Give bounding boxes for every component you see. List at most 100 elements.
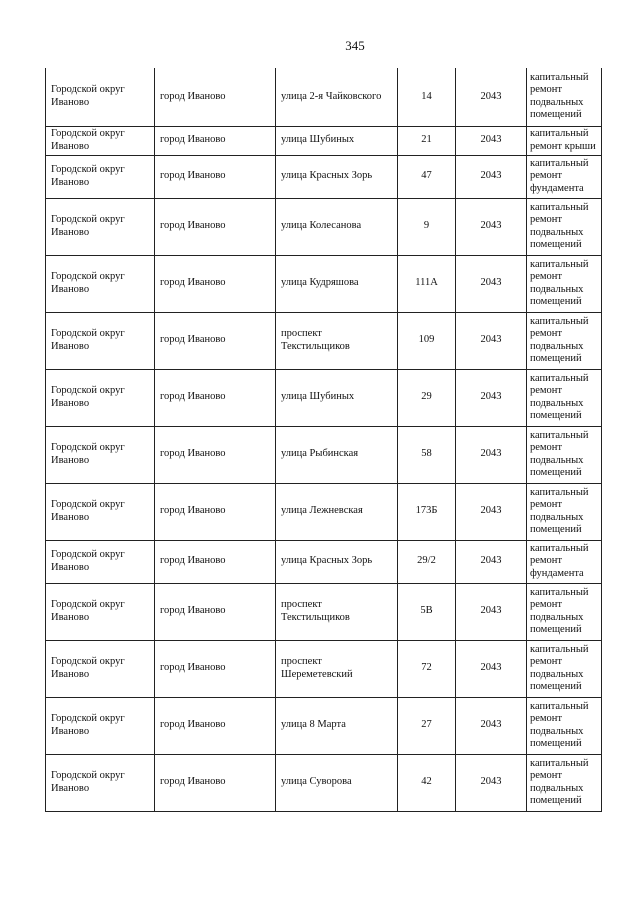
year-cell: 2043 [455, 482, 527, 541]
year-cell: 2043 [455, 368, 527, 427]
street-cell: улица Шубиных [275, 368, 398, 427]
street-cell: проспект Текстильщиков [275, 582, 398, 641]
city-cell: город Иваново [154, 197, 276, 256]
okrug-cell: Городской округ Иваново [45, 68, 155, 127]
house-number-cell: 42 [397, 753, 456, 812]
year-cell: 2043 [455, 582, 527, 641]
house-number-cell: 9 [397, 197, 456, 256]
street-cell: улица Колесанова [275, 197, 398, 256]
house-number-cell: 21 [397, 125, 456, 156]
okrug-cell: Городской округ Иваново [45, 582, 155, 641]
table-row: Городской округ Иваново город Иваново прос… [45, 311, 602, 370]
work-type-cell: капитальный ремонт подвальных помещений [526, 425, 602, 484]
house-number-cell: 14 [397, 68, 456, 127]
city-cell: город Иваново [154, 753, 276, 812]
street-cell: улица Красных Зорь [275, 154, 398, 199]
city-cell: город Иваново [154, 154, 276, 199]
table-row: Городской округ Иваново город Иваново улиц… [45, 125, 602, 156]
year-cell: 2043 [455, 254, 527, 313]
city-cell: город Иваново [154, 125, 276, 156]
table-row: Городской округ Иваново город Иваново улиц… [45, 425, 602, 484]
okrug-cell: Городской округ Иваново [45, 639, 155, 698]
work-type-cell: капитальный ремонт подвальных помещений [526, 696, 602, 755]
table-row: Городской округ Иваново город Иваново улиц… [45, 539, 602, 584]
city-cell: город Иваново [154, 425, 276, 484]
city-cell: город Иваново [154, 639, 276, 698]
okrug-cell: Городской округ Иваново [45, 368, 155, 427]
work-type-cell: капитальный ремонт фундамента [526, 154, 602, 199]
city-cell: город Иваново [154, 311, 276, 370]
okrug-cell: Городской округ Иваново [45, 539, 155, 584]
street-cell: улица Суворова [275, 753, 398, 812]
work-type-cell: капитальный ремонт подвальных помещений [526, 311, 602, 370]
street-cell: улица Красных Зорь [275, 539, 398, 584]
house-number-cell: 47 [397, 154, 456, 199]
work-type-cell: капитальный ремонт подвальных помещений [526, 254, 602, 313]
okrug-cell: Городской округ Иваново [45, 753, 155, 812]
year-cell: 2043 [455, 425, 527, 484]
work-type-cell: капитальный ремонт крыши [526, 125, 602, 156]
okrug-cell: Городской округ Иваново [45, 197, 155, 256]
street-cell: улица Рыбинская [275, 425, 398, 484]
okrug-cell: Городской округ Иваново [45, 425, 155, 484]
street-cell: улица Кудряшова [275, 254, 398, 313]
work-type-cell: капитальный ремонт фундамента [526, 539, 602, 584]
house-number-cell: 29/2 [397, 539, 456, 584]
street-cell: улица 8 Марта [275, 696, 398, 755]
house-number-cell: 109 [397, 311, 456, 370]
work-type-cell: капитальный ремонт подвальных помещений [526, 368, 602, 427]
city-cell: город Иваново [154, 582, 276, 641]
house-number-cell: 58 [397, 425, 456, 484]
city-cell: город Иваново [154, 254, 276, 313]
table-row: Городской округ Иваново город Иваново улиц… [45, 696, 602, 755]
work-type-cell: капитальный ремонт подвальных помещений [526, 197, 602, 256]
okrug-cell: Городской округ Иваново [45, 254, 155, 313]
street-cell: проспект Текстильщиков [275, 311, 398, 370]
year-cell: 2043 [455, 154, 527, 199]
year-cell: 2043 [455, 311, 527, 370]
year-cell: 2043 [455, 639, 527, 698]
year-cell: 2043 [455, 68, 527, 127]
street-cell: улица Лежневская [275, 482, 398, 541]
table-row: Городской округ Иваново город Иваново улиц… [45, 368, 602, 427]
okrug-cell: Городской округ Иваново [45, 125, 155, 156]
house-number-cell: 29 [397, 368, 456, 427]
work-type-cell: капитальный ремонт подвальных помещений [526, 639, 602, 698]
table-row: Городской округ Иваново город Иваново улиц… [45, 753, 602, 812]
year-cell: 2043 [455, 753, 527, 812]
table-row: Городской округ Иваново город Иваново прос… [45, 582, 602, 641]
city-cell: город Иваново [154, 368, 276, 427]
house-number-cell: 72 [397, 639, 456, 698]
page-number: 345 [345, 38, 365, 53]
street-cell: улица Шубиных [275, 125, 398, 156]
city-cell: город Иваново [154, 68, 276, 127]
house-number-cell: 111А [397, 254, 456, 313]
year-cell: 2043 [455, 696, 527, 755]
work-type-cell: капитальный ремонт подвальных помещений [526, 482, 602, 541]
table-row: Городской округ Иваново город Иваново улиц… [45, 197, 602, 256]
house-number-cell: 173Б [397, 482, 456, 541]
year-cell: 2043 [455, 125, 527, 156]
table-row: Городской округ Иваново город Иваново улиц… [45, 482, 602, 541]
table-row: Городской округ Иваново город Иваново улиц… [45, 254, 602, 313]
table-row: Городской округ Иваново город Иваново прос… [45, 639, 602, 698]
city-cell: город Иваново [154, 482, 276, 541]
table-row: Городской округ Иваново город Иваново улиц… [45, 68, 602, 127]
work-type-cell: капитальный ремонт подвальных помещений [526, 582, 602, 641]
year-cell: 2043 [455, 197, 527, 256]
okrug-cell: Городской округ Иваново [45, 154, 155, 199]
house-number-cell: 5В [397, 582, 456, 641]
street-cell: улица 2-я Чайковского [275, 68, 398, 127]
year-cell: 2043 [455, 539, 527, 584]
city-cell: город Иваново [154, 696, 276, 755]
repair-schedule-table: Городской округ Иваново город Иваново улиц… [45, 68, 602, 812]
okrug-cell: Городской округ Иваново [45, 482, 155, 541]
okrug-cell: Городской округ Иваново [45, 311, 155, 370]
work-type-cell: капитальный ремонт подвальных помещений [526, 68, 602, 127]
work-type-cell: капитальный ремонт подвальных помещений [526, 753, 602, 812]
table-row: Городской округ Иваново город Иваново улиц… [45, 154, 602, 199]
city-cell: город Иваново [154, 539, 276, 584]
house-number-cell: 27 [397, 696, 456, 755]
street-cell: проспект Шереметевский [275, 639, 398, 698]
okrug-cell: Городской округ Иваново [45, 696, 155, 755]
